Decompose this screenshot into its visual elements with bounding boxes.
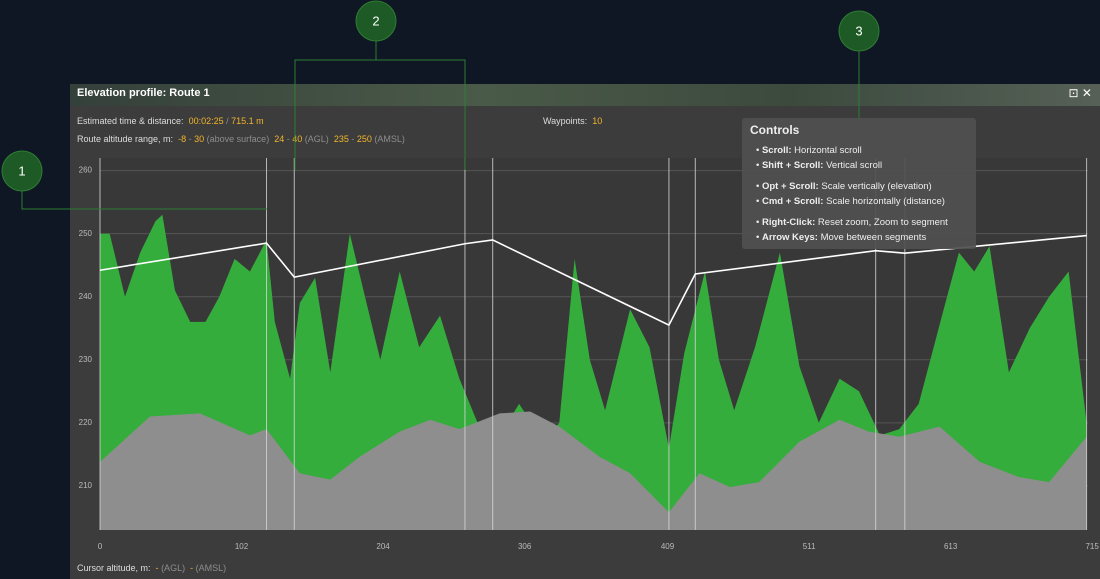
ground-area [100, 411, 1087, 530]
x-tick-label: 409 [661, 542, 675, 551]
annotation-number: 2 [372, 13, 379, 28]
control-desc: Horizontal scroll [794, 145, 862, 156]
x-tick-label: 613 [944, 542, 958, 551]
bracket [294, 41, 377, 170]
range-min: -8 [178, 134, 187, 144]
sep: / [226, 116, 229, 126]
route-line [99, 234, 1087, 327]
annotation-badge [838, 10, 880, 52]
y-tick-label: 240 [79, 292, 93, 301]
y-tick-label: 260 [79, 166, 93, 175]
cursor-unit: (AGL) [161, 563, 186, 573]
control-key: Arrow Keys: [761, 232, 818, 243]
control-key: Shift + Scroll: [761, 160, 824, 171]
y-tick-label: 250 [79, 229, 93, 238]
control-item: • Shift + Scroll: Vertical scroll [756, 160, 883, 171]
cursor-row: Cursor altitude, m: - (AGL) - (AMSL) [77, 563, 226, 573]
range-max: 40 [292, 134, 303, 144]
label: Cursor altitude, m: [77, 563, 151, 573]
range-sep: - [286, 134, 290, 144]
y-tick-label: 230 [79, 355, 93, 364]
value: 10 [592, 116, 603, 126]
control-key: Right-Click: [761, 217, 816, 228]
control-key: Scroll: [761, 145, 792, 156]
annotation-number: 3 [855, 23, 862, 38]
label: Waypoints: [543, 116, 588, 126]
value: 715.1 m [231, 116, 264, 126]
cursor-unit: (AMSL) [195, 563, 227, 573]
control-desc: Reset zoom, Zoom to segment [817, 217, 948, 228]
control-desc: Vertical scroll [826, 160, 883, 171]
controls-tooltip: Controls • Scroll: Horizontal scroll • Shi… [742, 118, 976, 249]
waypoints-row: Waypoints: 10 [543, 116, 602, 126]
cursor-value: - [155, 563, 159, 573]
control-desc: Scale vertically (elevation) [821, 181, 932, 192]
window-buttons[interactable]: ⊡ ✕ [1068, 86, 1092, 100]
control-key: Cmd + Scroll: [761, 196, 824, 207]
control-item: • Right-Click: Reset zoom, Zoom to segme… [756, 217, 948, 228]
bracket [21, 191, 267, 210]
control-item: • Scroll: Horizontal scroll [756, 145, 862, 156]
x-tick-label: 511 [803, 542, 816, 551]
x-tick-label: 102 [235, 542, 249, 551]
control-desc: Scale horizontally (distance) [826, 196, 945, 207]
annotation-badge [355, 0, 397, 42]
control-item: • Opt + Scroll: Scale vertically (elevat… [756, 181, 932, 192]
bracket [376, 59, 466, 170]
range-max: 250 [356, 134, 372, 144]
control-desc: Move between segments [820, 232, 927, 243]
label: Estimated time & distance: [77, 116, 184, 126]
control-item: • Arrow Keys: Move between segments [756, 232, 927, 243]
x-tick-label: 204 [376, 542, 390, 551]
annotation-badge [1, 150, 43, 192]
time-row: Estimated time & distance: 00:02:25 / 71… [77, 116, 264, 126]
range-sep: - [351, 134, 355, 144]
range-min: 235 [333, 134, 349, 144]
x-tick-label: 306 [518, 542, 532, 551]
control-key: Opt + Scroll: [761, 181, 819, 192]
range-unit: (above surface) [206, 134, 270, 144]
control-item: • Cmd + Scroll: Scale horizontally (dist… [756, 196, 945, 207]
y-tick-label: 210 [79, 481, 93, 490]
x-tick-label: 715 [1085, 542, 1099, 551]
range-min: 24 [274, 134, 285, 144]
x-tick-label: 0 [98, 542, 103, 551]
range-unit: (AMSL) [374, 134, 405, 144]
controls-title: Controls [750, 123, 800, 137]
range-max: 30 [194, 134, 205, 144]
value: 00:02:25 [188, 116, 224, 126]
y-tick-label: 220 [79, 418, 93, 427]
label: Route altitude range, m: [77, 134, 174, 144]
annotation-number: 1 [18, 163, 25, 178]
range-row: Route altitude range, m: -8 - 30 (above … [77, 134, 405, 144]
panel-title: Elevation profile: Route 1 [77, 87, 210, 99]
range-unit: (AGL) [304, 134, 329, 144]
panel-header: Elevation profile: Route 1 ⊡ ✕ [70, 84, 1100, 106]
range-sep: - [188, 134, 192, 144]
cursor-value: - [190, 563, 194, 573]
